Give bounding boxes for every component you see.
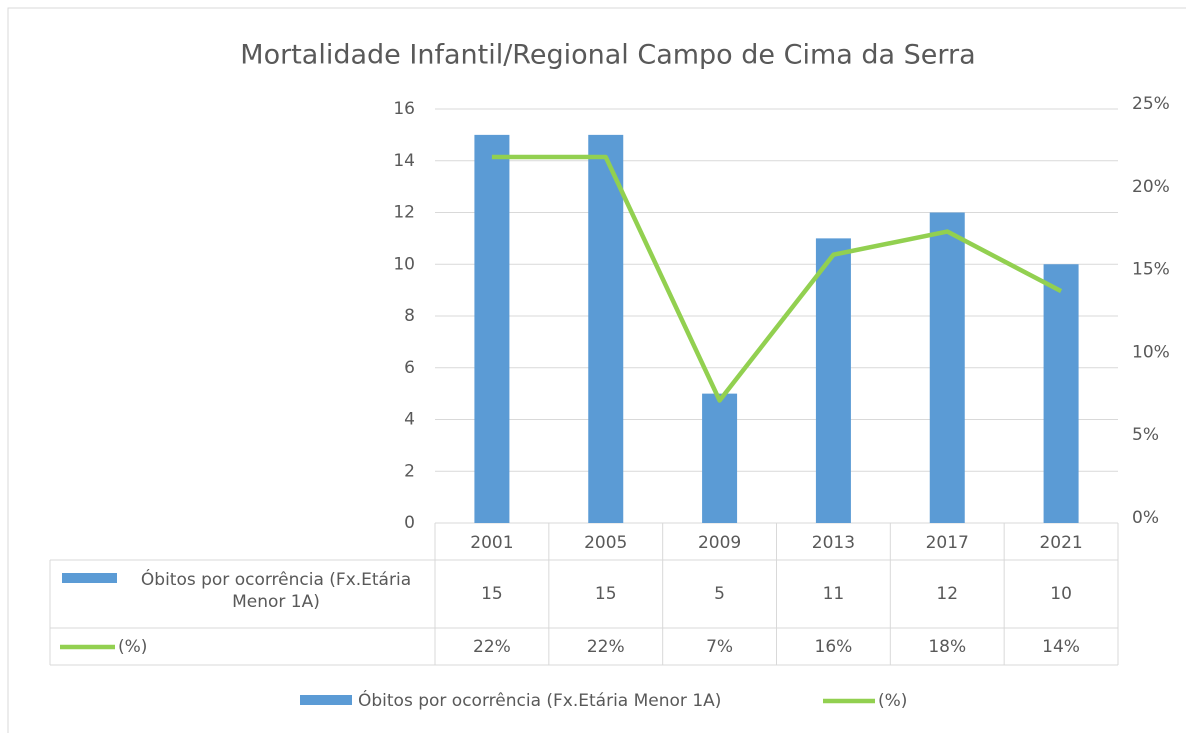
table-value: 22% <box>473 637 511 657</box>
legend-label: (%) <box>878 691 907 711</box>
y-tick-label: 0 <box>404 513 415 533</box>
x-tick-label: 2013 <box>812 533 855 553</box>
x-tick-label: 2009 <box>698 533 741 553</box>
y-tick-label: 10 <box>393 254 415 274</box>
y2-tick-label: 5% <box>1132 425 1159 445</box>
y-tick-label: 6 <box>404 358 415 378</box>
y-tick-label: 12 <box>393 203 415 223</box>
y-tick-label: 8 <box>404 306 415 326</box>
bar <box>929 212 965 523</box>
table-value: 15 <box>595 584 617 604</box>
table-value: 15 <box>481 584 503 604</box>
bar <box>702 393 738 523</box>
table-value: 14% <box>1042 637 1080 657</box>
legend-label: Óbitos por ocorrência (Fx.Etária Menor 1… <box>358 689 721 711</box>
bar <box>815 238 851 523</box>
y-tick-label: 2 <box>404 461 415 481</box>
chart-title: Mortalidade Infantil/Regional Campo de C… <box>240 40 975 71</box>
table-swatch <box>62 573 117 583</box>
legend-swatch <box>300 695 352 705</box>
table-value: 11 <box>823 584 845 604</box>
x-tick-label: 2001 <box>470 533 513 553</box>
table-value: 16% <box>815 637 853 657</box>
y2-tick-label: 10% <box>1132 342 1170 362</box>
x-tick-label: 2021 <box>1039 533 1082 553</box>
bar <box>474 134 510 523</box>
y2-tick-label: 20% <box>1132 177 1170 197</box>
row-label: (%) <box>118 637 147 657</box>
table-value: 22% <box>587 637 625 657</box>
table-value: 10 <box>1050 584 1072 604</box>
x-tick-label: 2017 <box>926 533 969 553</box>
y-tick-label: 16 <box>393 99 415 119</box>
y-tick-label: 4 <box>404 410 415 430</box>
row-label: Óbitos por ocorrência (Fx.Etária Menor 1… <box>140 570 412 612</box>
bar <box>1043 264 1079 523</box>
table-value: 12 <box>936 584 958 604</box>
y2-tick-label: 15% <box>1132 260 1170 280</box>
table-row-header: Óbitos por ocorrência (Fx.Etária Menor 1… <box>140 570 412 612</box>
table-value: 18% <box>928 637 966 657</box>
table-value: 5 <box>714 584 725 604</box>
bar <box>588 134 624 523</box>
y2-tick-label: 0% <box>1132 508 1159 528</box>
x-tick-label: 2005 <box>584 533 627 553</box>
line <box>491 154 1063 403</box>
table-value: 7% <box>706 637 733 657</box>
y2-tick-label: 25% <box>1132 94 1170 114</box>
y-tick-label: 14 <box>393 151 415 171</box>
